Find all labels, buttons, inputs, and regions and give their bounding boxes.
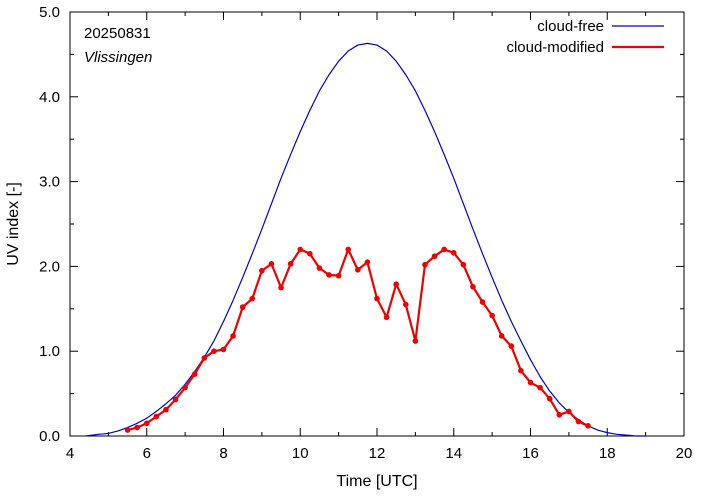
data-point-cloud-modified: [422, 261, 428, 268]
x-tick-label: 16: [522, 445, 539, 462]
data-point-cloud-modified: [470, 283, 476, 290]
legend-label-cloud-free: cloud-free: [537, 18, 604, 35]
data-point-cloud-modified: [479, 299, 486, 305]
data-point-cloud-modified: [441, 246, 447, 253]
data-point-cloud-modified: [566, 408, 572, 415]
y-tick-label: 0.0: [39, 428, 60, 445]
data-point-cloud-modified: [450, 250, 457, 256]
data-point-cloud-modified: [191, 371, 198, 377]
x-tick-label: 10: [292, 445, 309, 462]
data-point-cloud-modified: [374, 295, 380, 302]
data-point-cloud-modified: [259, 267, 265, 274]
y-axis-title: UV index [-]: [5, 182, 22, 266]
data-point-cloud-modified: [431, 253, 438, 260]
series-line-cloud-free: [85, 42, 646, 437]
data-point-cloud-modified: [163, 406, 169, 413]
data-point-cloud-modified: [134, 424, 140, 431]
data-point-cloud-modified: [412, 338, 419, 344]
data-point-cloud-modified: [508, 343, 515, 349]
x-tick-label: 12: [369, 445, 386, 462]
y-tick-label: 3.0: [39, 174, 60, 191]
data-point-cloud-modified: [355, 266, 361, 273]
data-point-cloud-modified: [345, 246, 352, 253]
x-tick-label: 6: [143, 445, 151, 462]
data-point-cloud-modified: [124, 427, 131, 433]
data-point-cloud-modified: [335, 272, 342, 279]
data-point-cloud-modified: [249, 295, 256, 302]
data-point-cloud-modified: [172, 396, 179, 403]
data-point-cloud-modified: [153, 413, 160, 420]
x-tick-label: 14: [445, 445, 462, 462]
x-tick-label: 18: [599, 445, 616, 462]
x-axis-title: Time [UTC]: [336, 473, 417, 490]
x-tick-label: 20: [676, 445, 693, 462]
data-point-cloud-modified: [537, 384, 543, 391]
data-point-cloud-modified: [307, 250, 313, 257]
data-point-cloud-modified: [393, 281, 399, 288]
data-point-cloud-modified: [182, 384, 188, 391]
y-tick-label: 2.0: [39, 258, 60, 275]
data-point-cloud-modified: [268, 261, 275, 267]
x-tick-label: 4: [66, 445, 74, 462]
y-tick-labels: 0.0 1.0 2.0 3.0 4.0 5.0: [39, 4, 60, 445]
axis-ticks: [69, 11, 685, 437]
data-point-cloud-modified: [239, 304, 246, 310]
x-tick-label: 8: [219, 445, 227, 462]
data-point-cloud-modified: [585, 423, 591, 429]
data-point-cloud-modified: [230, 333, 236, 339]
data-point-cloud-modified: [383, 314, 390, 321]
data-point-cloud-modified: [211, 348, 217, 355]
y-tick-label: 5.0: [39, 4, 60, 21]
data-point-cloud-modified: [460, 261, 467, 268]
legend: cloud-free cloud-modified: [506, 18, 664, 56]
data-point-cloud-modified: [546, 395, 553, 402]
legend-label-cloud-modified: cloud-modified: [506, 39, 604, 56]
data-point-cloud-modified: [518, 367, 524, 374]
data-point-cloud-modified: [402, 301, 409, 308]
series-layer: [85, 42, 646, 437]
data-point-cloud-modified: [201, 355, 208, 361]
data-point-cloud-modified: [489, 312, 495, 319]
data-point-cloud-modified: [575, 418, 582, 425]
data-point-cloud-modified: [287, 261, 294, 267]
data-point-cloud-modified: [527, 379, 534, 386]
y-tick-label: 4.0: [39, 89, 60, 106]
data-point-cloud-modified: [143, 420, 150, 427]
plot-frame: [69, 11, 685, 437]
data-point-cloud-modified: [316, 265, 323, 271]
x-tick-labels: 4 6 8 10 12 14 16 18 20: [66, 445, 693, 462]
data-point-cloud-modified: [220, 346, 227, 353]
date-annotation: 20250831: [84, 25, 151, 42]
data-point-cloud-modified: [297, 246, 304, 253]
series-line-cloud-modified: [127, 248, 589, 432]
data-point-cloud-modified: [364, 259, 371, 265]
data-point-cloud-modified: [498, 333, 505, 339]
station-annotation: Vlissingen: [84, 49, 152, 66]
data-point-cloud-modified: [278, 284, 284, 291]
data-point-cloud-modified: [556, 412, 563, 418]
y-tick-label: 1.0: [39, 343, 60, 360]
data-point-cloud-modified: [326, 272, 332, 278]
